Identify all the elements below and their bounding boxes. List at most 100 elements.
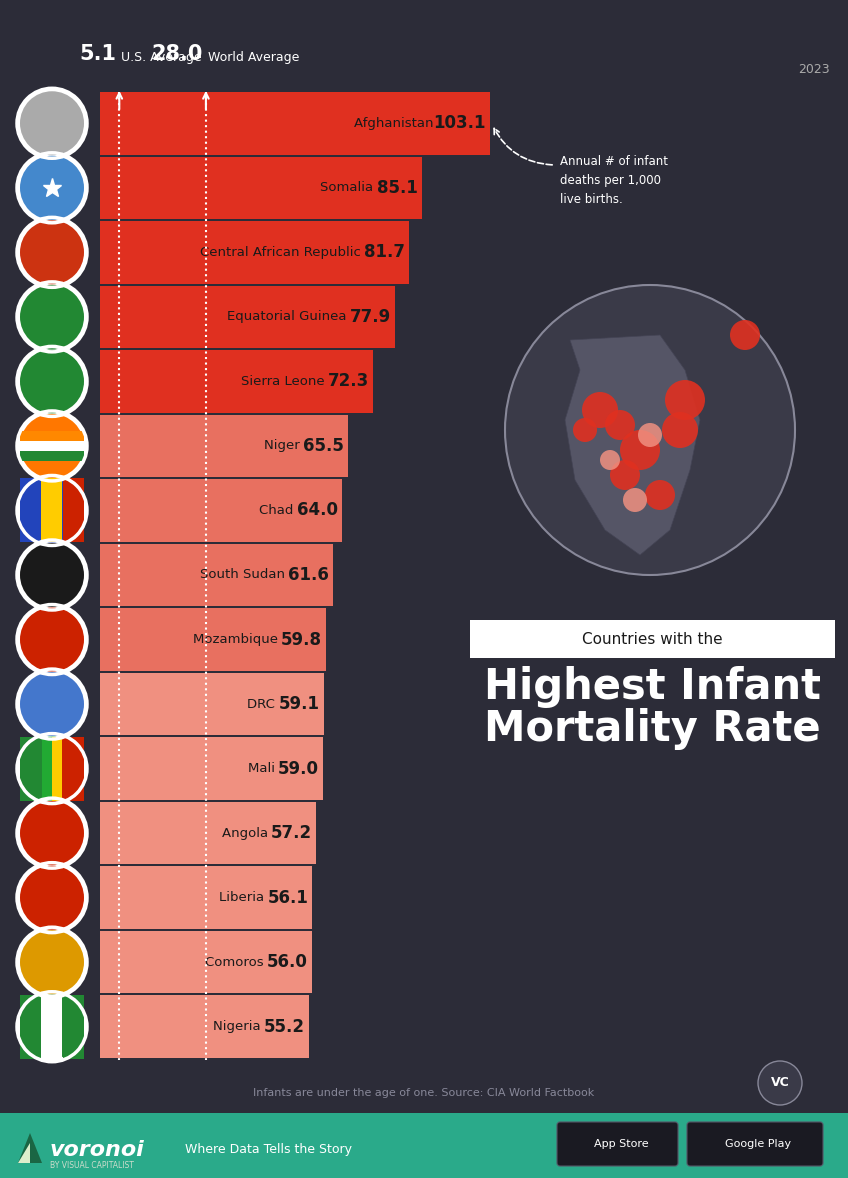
Circle shape (20, 866, 84, 929)
Circle shape (20, 413, 84, 478)
Circle shape (20, 285, 84, 349)
Circle shape (20, 736, 84, 801)
Text: 81.7: 81.7 (364, 244, 405, 262)
Bar (100, 544, 333, 607)
Circle shape (17, 927, 87, 998)
Circle shape (20, 220, 84, 284)
Bar (100, 157, 422, 219)
Bar (41, 994, 62, 1059)
Bar (52, 736, 74, 801)
Text: 61.6: 61.6 (288, 565, 329, 584)
Text: U.S. Average: U.S. Average (121, 51, 202, 64)
Text: Somalia: Somalia (321, 181, 382, 194)
Circle shape (17, 992, 87, 1061)
Text: Chad: Chad (259, 504, 302, 517)
Bar (100, 221, 409, 284)
Circle shape (20, 931, 84, 994)
Circle shape (645, 479, 675, 510)
Text: Niger: Niger (264, 439, 308, 452)
Bar (20, 478, 41, 542)
Text: Equatorial Guinea: Equatorial Guinea (226, 310, 354, 324)
Circle shape (17, 476, 87, 545)
Text: 56.1: 56.1 (267, 888, 308, 907)
Polygon shape (18, 1133, 42, 1163)
Polygon shape (18, 1143, 30, 1163)
Circle shape (20, 91, 84, 155)
Circle shape (17, 799, 87, 868)
Bar (100, 350, 373, 412)
Text: 59.8: 59.8 (282, 630, 322, 649)
Text: 55.2: 55.2 (264, 1018, 304, 1035)
Circle shape (758, 1061, 802, 1105)
Bar (62, 736, 84, 801)
Circle shape (17, 669, 87, 739)
Circle shape (17, 734, 87, 803)
Bar (100, 285, 394, 349)
Text: 77.9: 77.9 (349, 307, 391, 326)
Polygon shape (565, 335, 700, 555)
Circle shape (17, 411, 87, 481)
Circle shape (582, 392, 618, 428)
Text: Google Play: Google Play (718, 1139, 791, 1149)
Text: Mali: Mali (248, 762, 283, 775)
FancyBboxPatch shape (687, 1121, 823, 1166)
Text: 56.0: 56.0 (267, 953, 308, 971)
Bar (100, 92, 490, 154)
Text: Mortality Rate: Mortality Rate (484, 708, 821, 750)
Text: Liberia: Liberia (219, 892, 272, 905)
Bar (100, 737, 323, 800)
Text: 28.0: 28.0 (152, 44, 203, 64)
Bar (100, 608, 326, 670)
Circle shape (600, 450, 620, 470)
Circle shape (20, 673, 84, 736)
Bar (63, 994, 84, 1059)
FancyBboxPatch shape (557, 1121, 678, 1166)
Text: Mozambique: Mozambique (192, 633, 287, 646)
Bar (20, 451, 84, 461)
Bar (470, 620, 835, 659)
Text: App Store: App Store (587, 1139, 649, 1149)
Circle shape (20, 608, 84, 671)
Bar (0, 1113, 848, 1178)
Circle shape (730, 320, 760, 350)
Text: Annual # of infant
deaths per 1,000
live births.: Annual # of infant deaths per 1,000 live… (560, 155, 668, 206)
Circle shape (610, 459, 640, 490)
Circle shape (17, 282, 87, 352)
Circle shape (623, 488, 647, 512)
Text: Nigeria: Nigeria (213, 1020, 269, 1033)
Text: World Average: World Average (208, 51, 299, 64)
Text: 103.1: 103.1 (433, 114, 486, 132)
Circle shape (20, 801, 84, 865)
Circle shape (662, 412, 698, 448)
Text: 64.0: 64.0 (297, 502, 338, 519)
Bar (100, 479, 342, 542)
Circle shape (573, 418, 597, 442)
Circle shape (20, 478, 84, 542)
Circle shape (505, 285, 795, 575)
Circle shape (17, 346, 87, 416)
Bar (100, 802, 316, 865)
Text: Angola: Angola (221, 827, 276, 840)
Bar (63, 478, 84, 542)
Text: Afghanistan: Afghanistan (354, 117, 442, 130)
Circle shape (17, 217, 87, 287)
Circle shape (620, 430, 660, 470)
Circle shape (17, 153, 87, 223)
Bar (100, 995, 309, 1058)
Text: 5.1: 5.1 (80, 44, 116, 64)
Text: 72.3: 72.3 (328, 372, 370, 390)
Circle shape (17, 540, 87, 610)
Text: 59.0: 59.0 (278, 760, 319, 777)
Bar (100, 931, 312, 993)
Circle shape (20, 350, 84, 413)
Text: Where Data Tells the Story: Where Data Tells the Story (185, 1144, 352, 1157)
Text: 59.1: 59.1 (278, 695, 320, 713)
Bar (20, 994, 41, 1059)
Bar (41, 478, 62, 542)
Text: Central African Republic: Central African Republic (199, 246, 369, 259)
Circle shape (605, 410, 635, 441)
Text: VC: VC (771, 1077, 789, 1090)
Text: 65.5: 65.5 (303, 437, 343, 455)
Circle shape (665, 380, 705, 421)
Text: Infants are under the age of one. Source: CIA World Factbook: Infants are under the age of one. Source… (254, 1088, 594, 1098)
